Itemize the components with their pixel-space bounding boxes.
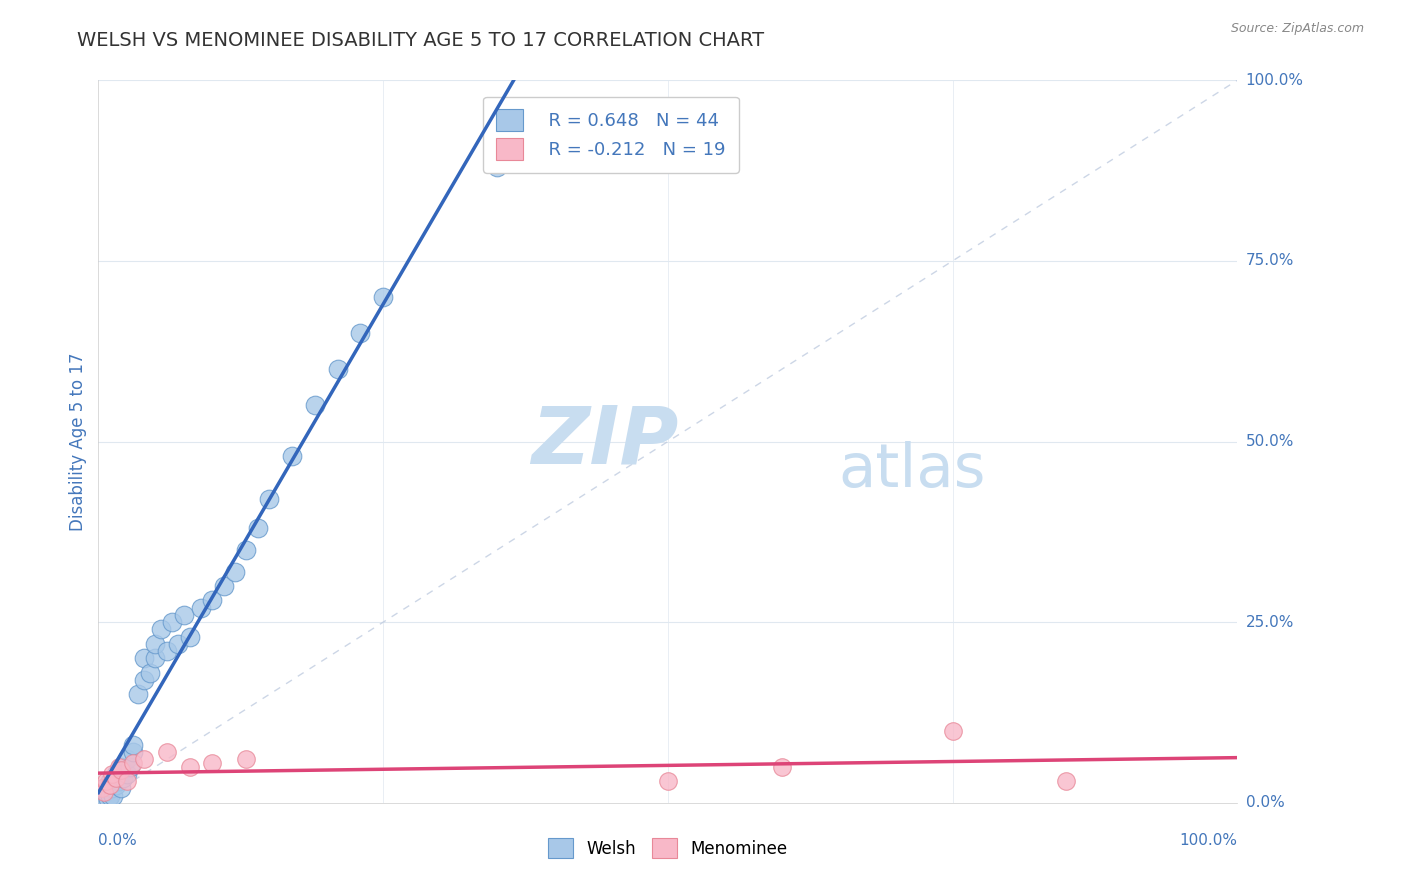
Point <box>201 756 224 770</box>
Point <box>173 607 195 622</box>
Point <box>145 637 167 651</box>
Point <box>1056 774 1078 789</box>
Point <box>138 665 160 680</box>
Point <box>190 600 212 615</box>
Text: 50.0%: 50.0% <box>1246 434 1294 449</box>
Point <box>93 781 115 796</box>
Y-axis label: Disability Age 5 to 17: Disability Age 5 to 17 <box>69 352 87 531</box>
Point <box>235 542 257 557</box>
Point <box>132 673 155 687</box>
Point <box>121 756 143 770</box>
Point <box>326 362 349 376</box>
Point <box>110 760 132 774</box>
Point <box>104 767 127 781</box>
Point <box>110 764 132 778</box>
Point <box>281 449 304 463</box>
Text: 0.0%: 0.0% <box>1246 796 1284 810</box>
Text: atlas: atlas <box>839 441 986 500</box>
Point <box>98 778 121 792</box>
Point <box>90 781 112 796</box>
Text: 25.0%: 25.0% <box>1246 615 1294 630</box>
Point <box>156 644 179 658</box>
Point <box>121 745 143 759</box>
Point <box>98 789 121 803</box>
Point <box>121 738 143 752</box>
Point <box>104 778 127 792</box>
Point <box>96 792 118 806</box>
Point <box>93 785 115 799</box>
Point <box>212 579 235 593</box>
Point <box>108 760 131 774</box>
Point <box>98 774 121 789</box>
Text: 75.0%: 75.0% <box>1246 253 1294 268</box>
Point <box>179 630 201 644</box>
Text: 0.0%: 0.0% <box>98 833 138 848</box>
Point <box>101 781 124 796</box>
Point <box>96 774 118 789</box>
Point <box>770 760 793 774</box>
Text: ZIP: ZIP <box>531 402 679 481</box>
Point <box>104 771 127 785</box>
Point <box>145 651 167 665</box>
Point <box>115 774 138 789</box>
Point <box>101 767 124 781</box>
Point <box>120 760 142 774</box>
Point <box>96 785 118 799</box>
Point <box>150 623 173 637</box>
Point <box>127 687 149 701</box>
Point <box>132 651 155 665</box>
Point <box>201 593 224 607</box>
Point <box>110 781 132 796</box>
Point <box>235 752 257 766</box>
Point <box>132 752 155 766</box>
Point <box>371 290 394 304</box>
Point <box>304 398 326 412</box>
Point <box>349 326 371 341</box>
Legend: Welsh, Menominee: Welsh, Menominee <box>540 830 796 867</box>
Point <box>486 160 509 174</box>
Point <box>90 789 112 803</box>
Text: Source: ZipAtlas.com: Source: ZipAtlas.com <box>1230 22 1364 36</box>
Point <box>108 774 131 789</box>
Point <box>115 767 138 781</box>
Point <box>657 774 679 789</box>
Point <box>224 565 246 579</box>
Point <box>167 637 190 651</box>
Point <box>942 723 965 738</box>
Point <box>162 615 184 630</box>
Text: 100.0%: 100.0% <box>1246 73 1303 87</box>
Text: 100.0%: 100.0% <box>1180 833 1237 848</box>
Point <box>179 760 201 774</box>
Point <box>156 745 179 759</box>
Point <box>103 789 125 803</box>
Point <box>259 492 281 507</box>
Point <box>246 521 269 535</box>
Point <box>112 771 135 785</box>
Text: WELSH VS MENOMINEE DISABILITY AGE 5 TO 17 CORRELATION CHART: WELSH VS MENOMINEE DISABILITY AGE 5 TO 1… <box>77 31 765 50</box>
Point <box>115 752 138 766</box>
